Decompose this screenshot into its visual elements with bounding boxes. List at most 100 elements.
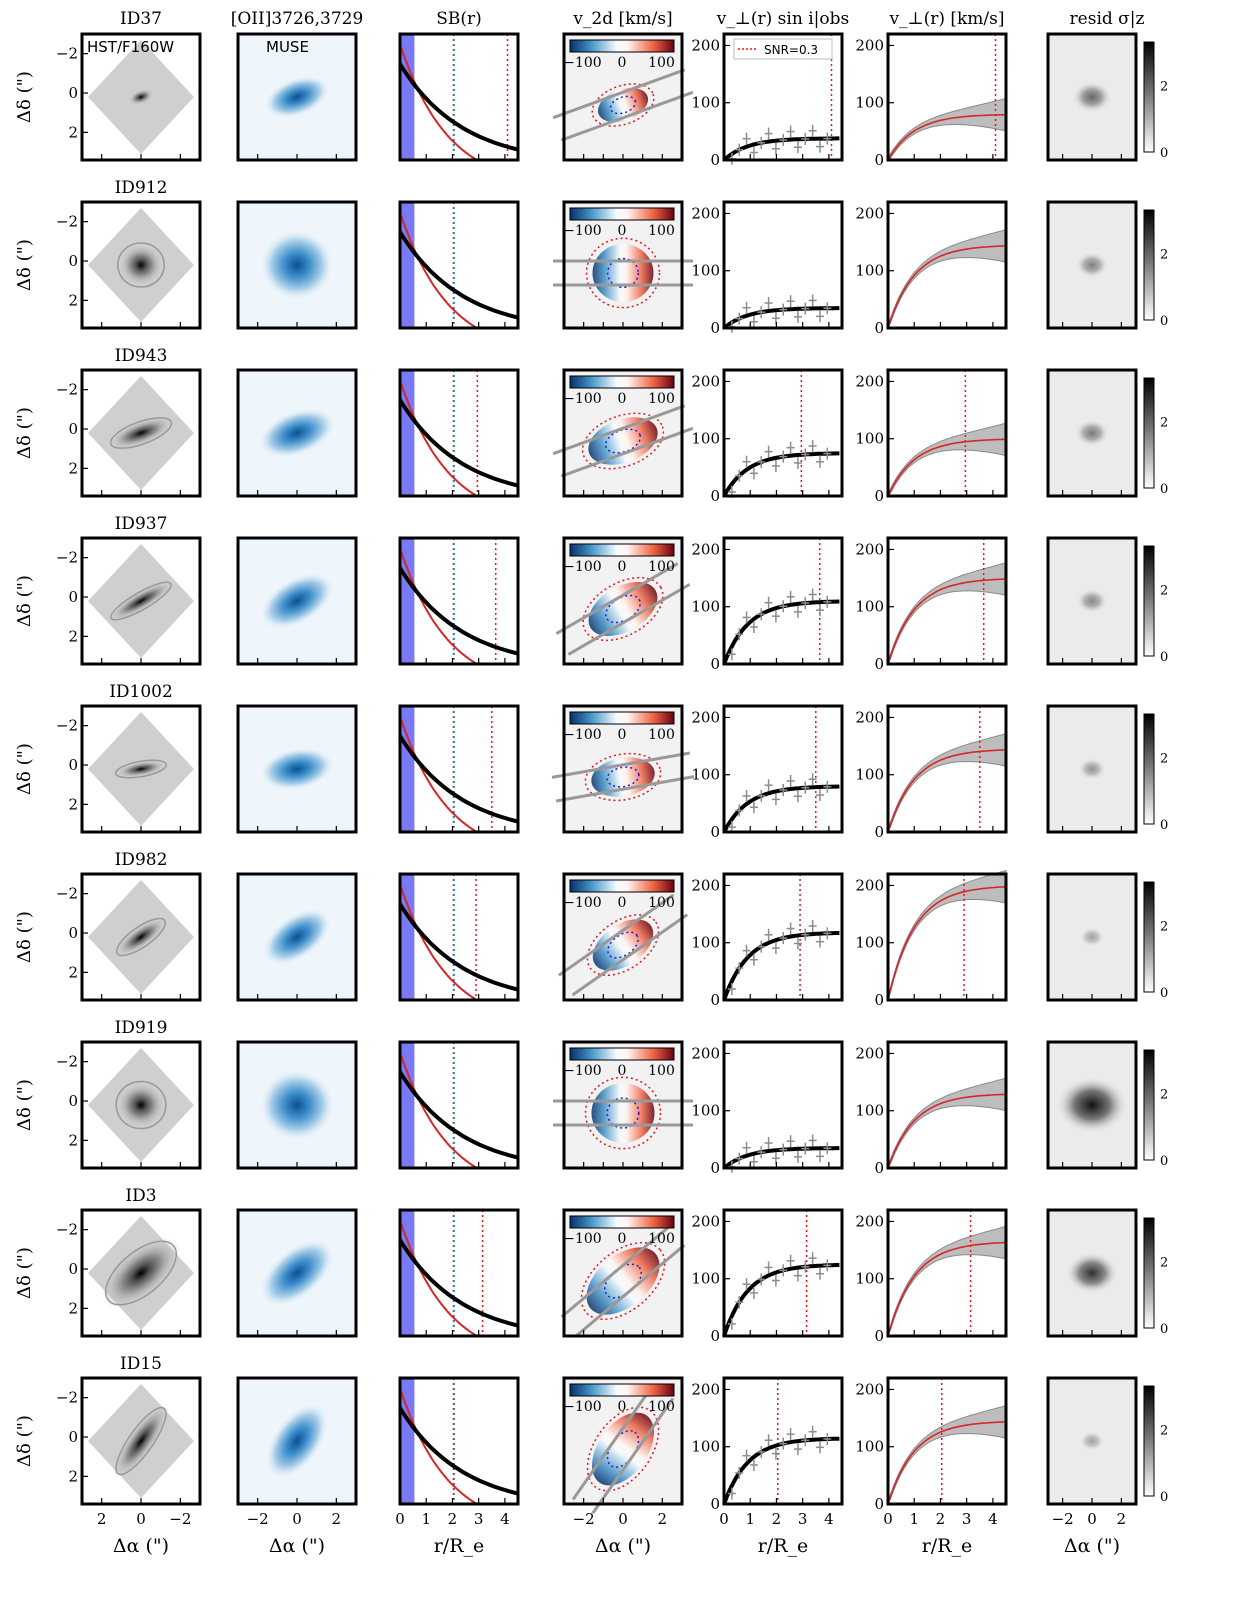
oii-emission [259,572,335,630]
re-ellipse [609,95,637,115]
sb-data-curve [398,566,519,656]
snr-ellipse [586,1406,660,1492]
vrot-model-curve [887,438,1006,497]
vobs-axes-frame [722,1376,844,1506]
vobs-y-label-2: 200 [691,1380,720,1398]
v2d-map-panel: −100 0 100 [552,32,694,162]
residual-blob [1076,588,1108,614]
residual-colorbar-label-1: 2 [1160,1087,1168,1102]
slit-line-upper [571,1383,655,1501]
x-tick-label-4-2: 2 [772,1510,782,1528]
hst-y-label-1: 0 [68,1428,78,1446]
column-title-5: v_⊥(r) [km/s] [888,9,1004,29]
panel-background [888,706,1006,832]
y-axis-label: Δδ (") [14,575,35,627]
v2d-colorbar-label-1: 0 [618,391,627,407]
sb-axes-frame [398,1040,520,1170]
hst-y-label-1: 0 [68,924,78,942]
hst-y-label-0: −2 [56,213,78,231]
hst-y-label-1: 0 [68,252,78,270]
x-tick-label-4-1: 1 [745,1510,755,1528]
v2d-colorbar-label-0: −100 [563,895,601,911]
velocity-field [553,237,693,309]
vrot-y-label-2: 200 [855,1212,884,1230]
oii-emission [259,747,335,791]
v2d-colorbar-label-2: 100 [648,55,675,71]
vrot-y-label-1: 100 [855,934,884,952]
legend-box [733,38,833,60]
snr-ellipse [585,237,661,309]
vobs-profile-panel: 0 100 200 [691,1208,844,1345]
v2d-colorbar-label-0: −100 [563,223,601,239]
vobs-y-label-1: 100 [691,1438,720,1456]
vobs-y-label-2: 200 [691,372,720,390]
vrot-model-curve [887,885,1007,1001]
sb-profile-panel [398,536,520,666]
vrot-y-label-0: 0 [874,1495,884,1513]
y-axis-label: Δδ (") [14,743,35,795]
vobs-y-label-0: 0 [710,655,720,673]
psf-band [400,874,415,1000]
velocity-field-fill [592,244,654,302]
residual-colorbar [1143,1217,1155,1329]
panel-background [724,370,842,496]
residual-colorbar [1143,377,1155,489]
re-ellipse [604,428,642,454]
x-tick-label-4-3: 3 [798,1510,808,1528]
v2d-colorbar-label-2: 100 [648,1231,675,1247]
residual-colorbar-label-1: 2 [1160,1423,1168,1438]
y-axis-label: Δδ (") [14,71,35,123]
velocity-field [555,562,691,656]
v2d-colorbar-label-1: 0 [618,727,627,743]
residual-map-panel: 02 [1046,368,1168,498]
vrot-profile-panel: 0 100 200 [855,1208,1008,1345]
y-axis-label: Δδ (") [14,239,35,291]
residual-blob [1079,927,1105,947]
snr-ellipse [584,752,662,802]
muse-image-panel [236,368,358,498]
x-tick-label-4-4: 4 [824,1510,834,1528]
vobs-axes-frame [722,200,844,330]
residual-map-panel: 02 [1046,200,1168,330]
sb-axes-frame [398,1208,520,1338]
panel-background [400,706,518,832]
vrot-y-label-0: 0 [874,655,884,673]
vrot-profile-panel: 0 100 200 [855,368,1008,505]
x-tick-label-5-0: 0 [883,1510,893,1528]
v2d-colorbar [569,39,675,53]
muse-image-panel: MUSE [236,32,358,162]
v2d-colorbar-label-1: 0 [618,1399,627,1415]
v2d-colorbar-label-2: 100 [648,1399,675,1415]
v2d-colorbar-label-0: −100 [563,391,601,407]
slit-line-upper [555,562,679,635]
hst-y-label-0: −2 [56,1053,78,1071]
sb-profile-panel [398,368,520,498]
y-axis-label: Δδ (") [14,1247,35,1299]
sb-axes-frame [398,872,520,1002]
vobs-y-label-0: 0 [710,319,720,337]
residual-map-panel: 02 [1046,872,1168,1002]
hst-y-label-2: 2 [68,1467,78,1485]
hst-y-label-2: 2 [68,1131,78,1149]
psf-band [400,34,415,160]
hst-image-panel: −2 0 2 [56,1040,202,1170]
vobs-y-label-2: 200 [691,876,720,894]
v2d-map-panel: −100 0 100 [552,368,694,498]
slit-line-lower [560,426,694,478]
effective-radius-ellipse [115,759,167,779]
velocity-field-fill [591,1083,655,1143]
y-axis-label: Δδ (") [14,1415,35,1467]
hst-y-label-2: 2 [68,1299,78,1317]
panel-background [888,1378,1006,1504]
sb-profile-panel [398,1376,520,1506]
v2d-map-panel: −100 0 100 [551,704,695,834]
slit-line-upper [552,68,686,120]
panel-background [888,538,1006,664]
muse-image-panel [236,1376,358,1506]
slit-line-lower [560,90,694,142]
vrot-axes-frame [886,1208,1008,1338]
v2d-colorbar-label-0: −100 [563,1231,601,1247]
hst-image-panel: −2 0 2 [56,872,202,1002]
